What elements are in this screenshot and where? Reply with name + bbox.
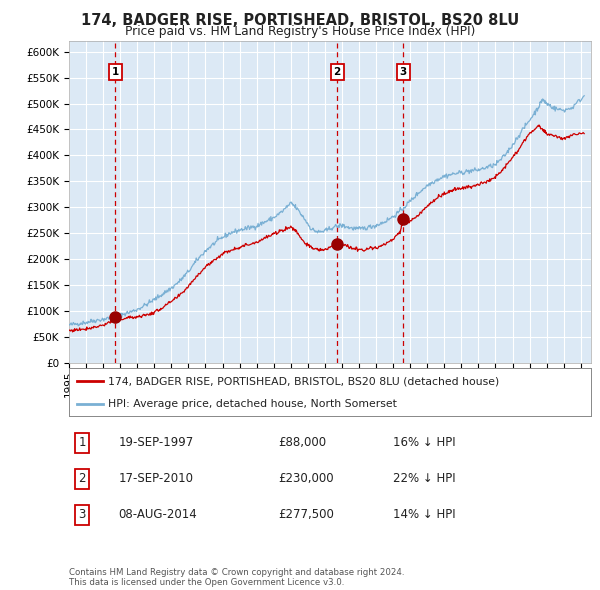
Text: 2: 2 xyxy=(78,473,86,486)
Text: 3: 3 xyxy=(400,67,407,77)
Text: Price paid vs. HM Land Registry's House Price Index (HPI): Price paid vs. HM Land Registry's House … xyxy=(125,25,475,38)
Text: 16% ↓ HPI: 16% ↓ HPI xyxy=(392,437,455,450)
Text: 1: 1 xyxy=(78,437,86,450)
Text: £88,000: £88,000 xyxy=(278,437,326,450)
Text: 1: 1 xyxy=(112,67,119,77)
Text: 174, BADGER RISE, PORTISHEAD, BRISTOL, BS20 8LU (detached house): 174, BADGER RISE, PORTISHEAD, BRISTOL, B… xyxy=(108,376,499,386)
Text: 14% ↓ HPI: 14% ↓ HPI xyxy=(392,509,455,522)
Text: 19-SEP-1997: 19-SEP-1997 xyxy=(119,437,194,450)
Text: Contains HM Land Registry data © Crown copyright and database right 2024.
This d: Contains HM Land Registry data © Crown c… xyxy=(69,568,404,587)
Text: 174, BADGER RISE, PORTISHEAD, BRISTOL, BS20 8LU: 174, BADGER RISE, PORTISHEAD, BRISTOL, B… xyxy=(81,13,519,28)
Text: 22% ↓ HPI: 22% ↓ HPI xyxy=(392,473,455,486)
Text: £277,500: £277,500 xyxy=(278,509,334,522)
Text: HPI: Average price, detached house, North Somerset: HPI: Average price, detached house, Nort… xyxy=(108,399,397,409)
Text: 3: 3 xyxy=(79,509,86,522)
Text: 17-SEP-2010: 17-SEP-2010 xyxy=(119,473,194,486)
Text: 2: 2 xyxy=(334,67,341,77)
Text: 08-AUG-2014: 08-AUG-2014 xyxy=(119,509,197,522)
Text: £230,000: £230,000 xyxy=(278,473,334,486)
